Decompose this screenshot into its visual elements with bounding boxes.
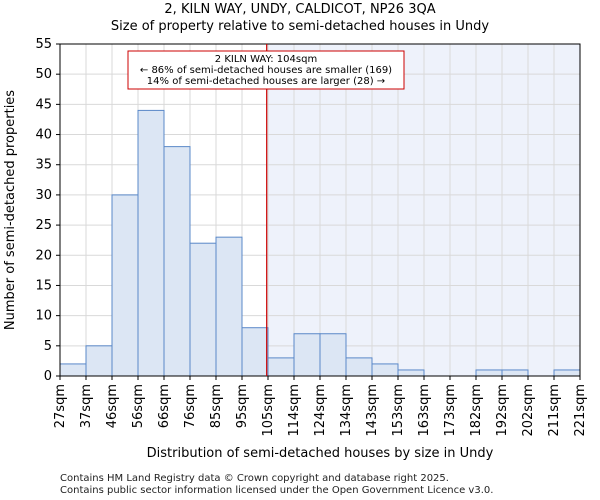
x-tick-label: 56sqm xyxy=(131,384,146,428)
y-tick-label: 50 xyxy=(35,67,52,82)
histogram-bar xyxy=(111,194,139,377)
x-tick-label: 163sqm xyxy=(417,384,432,437)
histogram-bar xyxy=(59,363,87,377)
y-tick-label: 5 xyxy=(44,339,52,354)
histogram-bar xyxy=(267,357,295,377)
histogram-bar xyxy=(319,333,347,377)
x-tick-label: 221sqm xyxy=(573,384,588,437)
y-tick-label: 15 xyxy=(35,278,52,293)
x-tick-label: 134sqm xyxy=(339,384,354,437)
x-tick-label: 66sqm xyxy=(157,384,172,428)
annotation-line-3: 14% of semi-detached houses are larger (… xyxy=(147,76,385,87)
x-tick-label: 192sqm xyxy=(495,384,510,437)
x-axis-title: Distribution of semi-detached houses by … xyxy=(147,446,494,461)
histogram-bar xyxy=(371,363,399,377)
x-tick-label: 124sqm xyxy=(313,384,328,437)
histogram-bar xyxy=(475,369,503,377)
y-tick-label: 20 xyxy=(35,248,52,263)
x-tick-label: 27sqm xyxy=(53,384,68,428)
histogram-bar xyxy=(215,236,243,377)
y-axis-title: Number of semi-detached properties xyxy=(3,90,18,330)
x-tick-label: 76sqm xyxy=(183,384,198,428)
histogram-bar xyxy=(163,146,191,377)
y-tick-label: 10 xyxy=(35,309,52,324)
x-tick-label: 105sqm xyxy=(261,384,276,437)
histogram-bar xyxy=(501,369,529,377)
footer-attribution-2: Contains public sector information licen… xyxy=(60,485,494,496)
histogram-bar xyxy=(85,345,113,377)
x-tick-label: 143sqm xyxy=(365,384,380,437)
annotation-line-2: ← 86% of semi-detached houses are smalle… xyxy=(140,65,392,76)
histogram-bar xyxy=(189,242,217,377)
x-tick-label: 85sqm xyxy=(209,384,224,428)
chart-subtitle: Size of property relative to semi-detach… xyxy=(110,19,490,34)
y-tick-label: 35 xyxy=(35,158,52,173)
histogram-bar xyxy=(241,327,269,377)
y-tick-label: 45 xyxy=(35,97,52,112)
x-tick-label: 173sqm xyxy=(443,384,458,437)
annotation-line-1: 2 KILN WAY: 104sqm xyxy=(215,54,317,65)
x-tick-label: 37sqm xyxy=(79,384,94,428)
x-tick-label: 114sqm xyxy=(287,384,302,437)
x-tick-label: 211sqm xyxy=(547,384,562,437)
y-tick-label: 25 xyxy=(35,218,52,233)
x-tick-label: 46sqm xyxy=(105,384,120,428)
x-tick-label: 182sqm xyxy=(469,384,484,437)
histogram-bar xyxy=(397,369,425,377)
y-tick-label: 40 xyxy=(35,128,52,143)
x-tick-label: 202sqm xyxy=(521,384,536,437)
chart-title: 2, KILN WAY, UNDY, CALDICOT, NP26 3QA xyxy=(164,2,436,17)
footer-attribution-1: Contains HM Land Registry data © Crown c… xyxy=(60,473,449,484)
y-tick-label: 0 xyxy=(44,369,52,384)
y-tick-label: 55 xyxy=(35,37,52,52)
larger-region-shading xyxy=(266,44,580,376)
histogram-bar xyxy=(293,333,321,377)
x-tick-label: 95sqm xyxy=(235,384,250,428)
x-tick-label: 153sqm xyxy=(391,384,406,437)
annotation-box xyxy=(127,50,405,90)
histogram-bar xyxy=(137,109,165,377)
histogram-bar xyxy=(553,369,581,377)
histogram-bar xyxy=(345,357,373,377)
y-tick-label: 30 xyxy=(35,188,52,203)
